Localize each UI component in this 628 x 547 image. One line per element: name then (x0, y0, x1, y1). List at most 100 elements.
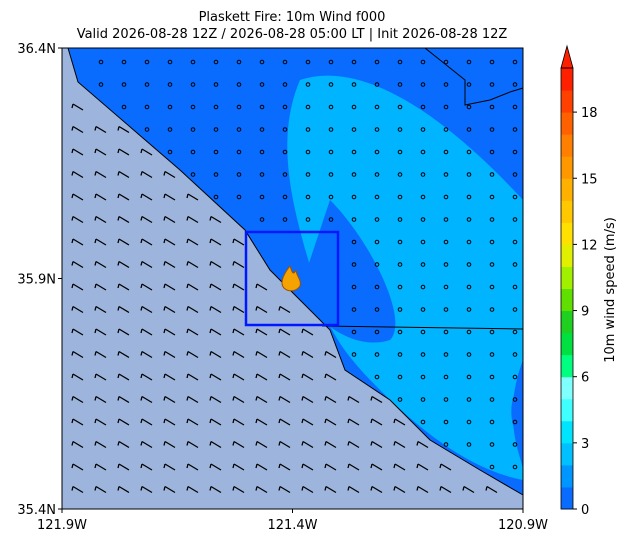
calm-marker (305, 82, 311, 87)
calm-marker (328, 172, 334, 177)
calm-marker (420, 419, 426, 425)
barb (209, 215, 222, 224)
calm-marker (489, 419, 495, 425)
barb (140, 463, 153, 471)
calm-marker (443, 149, 449, 155)
barb (140, 328, 153, 336)
barb (71, 350, 84, 359)
calm-marker (305, 217, 311, 222)
calm-marker (397, 217, 403, 222)
calm-marker (397, 374, 403, 380)
calm-marker (144, 104, 150, 110)
barb (186, 418, 199, 426)
calm-marker (282, 104, 288, 110)
barb (209, 395, 222, 404)
calm-marker (236, 82, 242, 87)
barb (94, 463, 107, 471)
calm-marker (259, 104, 265, 110)
barb (117, 373, 130, 381)
calm-marker (512, 104, 518, 110)
barb (186, 328, 199, 336)
barb (370, 418, 383, 426)
calm-marker (351, 82, 357, 87)
title-line: Valid 2026-08-28 12Z / 2026-08-28 05:00 … (77, 27, 508, 42)
calm-marker (466, 397, 472, 402)
barb (94, 440, 107, 449)
calm-marker (190, 127, 196, 132)
calm-marker (489, 217, 495, 222)
colorbar-band (561, 376, 573, 400)
calm-marker (397, 307, 403, 312)
barb (94, 148, 107, 156)
barb (209, 463, 222, 471)
calm-marker (213, 82, 219, 87)
calm-marker (213, 149, 219, 155)
calm-marker (374, 284, 380, 290)
colorbar-band (561, 90, 573, 113)
calm-marker (236, 149, 242, 155)
calm-marker (512, 262, 518, 267)
wind-contour (300, 200, 396, 343)
colorbar-extend (560, 44, 574, 69)
title-line: Plaskett Fire: 10m Wind f000 (199, 10, 386, 25)
barb (94, 395, 107, 404)
calm-marker (443, 217, 449, 222)
calm-marker (259, 59, 265, 65)
barb (255, 283, 268, 291)
calm-marker (236, 104, 242, 110)
barb (255, 418, 268, 426)
calm-marker (420, 59, 426, 65)
calm-marker (466, 442, 472, 447)
calm-marker (466, 217, 472, 222)
calm-marker (351, 307, 357, 312)
colorbar: 0 3 6 9 12 15 18 (560, 44, 598, 518)
barb (232, 440, 245, 449)
map (61, 47, 524, 510)
barb (94, 215, 107, 224)
calm-marker (259, 217, 265, 222)
calm-marker (121, 82, 127, 87)
calm-marker (489, 59, 495, 65)
calm-marker (282, 194, 288, 200)
calm-marker (420, 127, 426, 132)
barb (140, 350, 153, 359)
calm-marker (443, 419, 449, 425)
calm-marker (351, 59, 357, 65)
calm-marker (374, 149, 380, 155)
calm-marker (259, 127, 265, 132)
calm-marker (351, 217, 357, 222)
barb (255, 395, 268, 404)
calm-marker (374, 59, 380, 65)
barb (71, 215, 84, 224)
barb (71, 395, 84, 404)
x-tick-label: 121.9W (37, 518, 87, 533)
barb (117, 440, 130, 449)
calm-marker (489, 397, 495, 402)
calm-marker (443, 172, 449, 177)
calm-marker (328, 149, 334, 155)
calm-marker (328, 59, 334, 65)
calm-marker (466, 419, 472, 425)
colorbar-band (561, 354, 573, 378)
barb (186, 305, 199, 314)
calm-marker (420, 374, 426, 380)
calm-marker (443, 374, 449, 380)
barb (140, 283, 153, 291)
calm-marker (121, 59, 127, 65)
calm-marker (397, 149, 403, 155)
barb (186, 463, 199, 471)
calm-marker (236, 59, 242, 65)
calm-marker (512, 217, 518, 222)
barb (255, 350, 268, 359)
calm-marker (374, 352, 380, 357)
calm-marker (466, 329, 472, 335)
calm-marker (328, 127, 334, 132)
calm-marker (305, 149, 311, 155)
wind-contour (287, 75, 523, 480)
barb (301, 440, 314, 449)
calm-marker (305, 104, 311, 110)
barb (140, 238, 153, 246)
calm-marker (282, 59, 288, 65)
calm-marker (489, 352, 495, 357)
barb (71, 125, 84, 134)
